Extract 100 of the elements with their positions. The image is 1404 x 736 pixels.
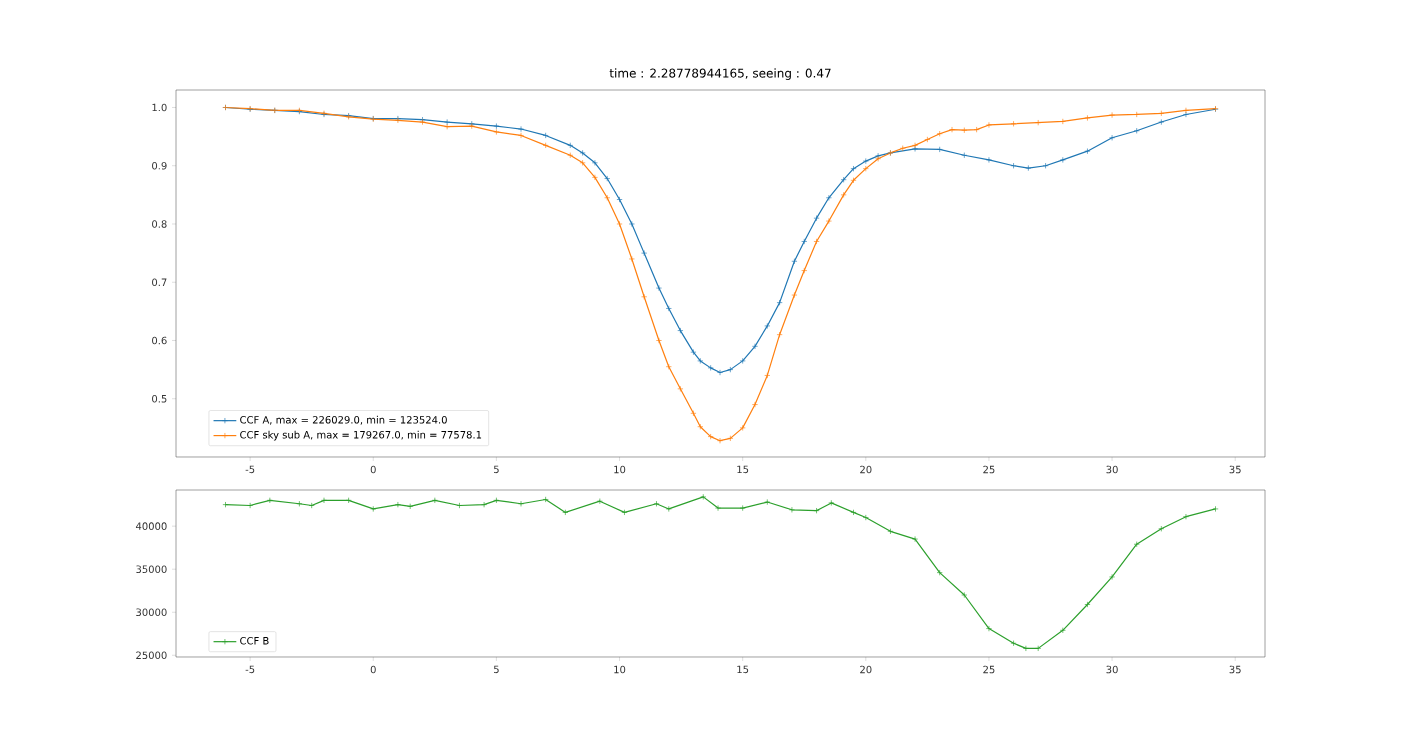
point (247, 502, 254, 509)
point (697, 423, 704, 430)
point (813, 215, 820, 222)
y-tick-label: 0.5 (152, 394, 167, 403)
point (641, 250, 648, 257)
point (621, 509, 628, 516)
x-tick-label: 35 (1229, 665, 1241, 674)
point (1059, 627, 1066, 634)
point (700, 493, 707, 500)
point (616, 220, 623, 227)
point (518, 126, 525, 133)
point (665, 505, 672, 512)
point (616, 196, 623, 203)
point (828, 499, 835, 506)
point (665, 363, 672, 370)
point (697, 357, 704, 364)
point (1035, 119, 1042, 126)
point (1182, 107, 1189, 114)
point (739, 424, 746, 431)
point (596, 498, 603, 505)
point (1010, 120, 1017, 127)
y-tick-label: 40000 (135, 522, 167, 530)
point (431, 497, 438, 504)
point (518, 500, 525, 507)
point (677, 385, 684, 392)
legend-label: CCF sky sub A, max = 179267.0, min = 77578.1 (240, 430, 482, 441)
point (481, 501, 488, 508)
point (924, 136, 931, 143)
point (1109, 134, 1116, 141)
y-tick-label: 35000 (136, 565, 167, 573)
point (591, 159, 598, 166)
point (1035, 645, 1042, 652)
point (266, 497, 273, 504)
point (628, 220, 635, 227)
point (690, 349, 697, 356)
point (764, 499, 771, 506)
point (751, 401, 758, 408)
point (407, 503, 414, 510)
point (1109, 112, 1116, 119)
y-tick-label: 0.7 (152, 278, 167, 287)
point (1084, 148, 1091, 155)
point (912, 536, 919, 543)
point (296, 500, 303, 507)
point (776, 299, 783, 306)
x-tick-label: 30 (1106, 465, 1118, 474)
point (493, 497, 500, 504)
point (813, 507, 820, 514)
y-tick-label: 0.9 (152, 161, 167, 170)
point (567, 152, 574, 159)
point (862, 514, 869, 521)
point (850, 509, 857, 516)
x-tick-label: -5 (245, 465, 255, 474)
y-tick-label: 30000 (136, 608, 167, 617)
point (591, 174, 598, 181)
point (936, 146, 943, 153)
point (961, 592, 968, 599)
point (850, 177, 857, 184)
point (764, 322, 771, 329)
point (690, 410, 697, 417)
point (665, 305, 672, 312)
point (370, 505, 377, 512)
point (1109, 573, 1116, 580)
point (1158, 110, 1165, 117)
point (542, 496, 549, 503)
point (840, 191, 847, 198)
point (542, 132, 549, 139)
point (604, 194, 611, 201)
legend-label: CCF A, max = 226029.0, min = 123524.0 (240, 415, 447, 425)
x-tick-label: 35 (1229, 465, 1241, 474)
point (1133, 127, 1140, 134)
y-tick-label: 1.0 (152, 103, 167, 112)
point (801, 238, 808, 245)
point (567, 142, 574, 149)
point (825, 194, 832, 201)
point (801, 267, 808, 274)
x-tick-label: 15 (737, 665, 749, 674)
point (677, 327, 684, 334)
x-tick-label: 5 (493, 665, 499, 674)
y-tick-label: 25000 (136, 651, 167, 660)
point (321, 497, 328, 504)
point (493, 123, 500, 130)
point (655, 285, 662, 292)
point (776, 331, 783, 338)
point (862, 158, 869, 165)
point (739, 357, 746, 364)
point (727, 435, 734, 442)
point (715, 505, 722, 512)
x-tick-label: 25 (983, 665, 995, 674)
legend-label: CCF B (240, 636, 269, 645)
y-tick-label: 0.8 (152, 220, 167, 228)
point (825, 218, 832, 225)
point (739, 505, 746, 512)
x-tick-label: 0 (370, 465, 376, 474)
point (840, 176, 847, 183)
point (562, 509, 569, 516)
point (1158, 119, 1165, 126)
point (1022, 645, 1029, 652)
point (1059, 156, 1066, 163)
point (985, 121, 992, 128)
point (707, 433, 714, 440)
